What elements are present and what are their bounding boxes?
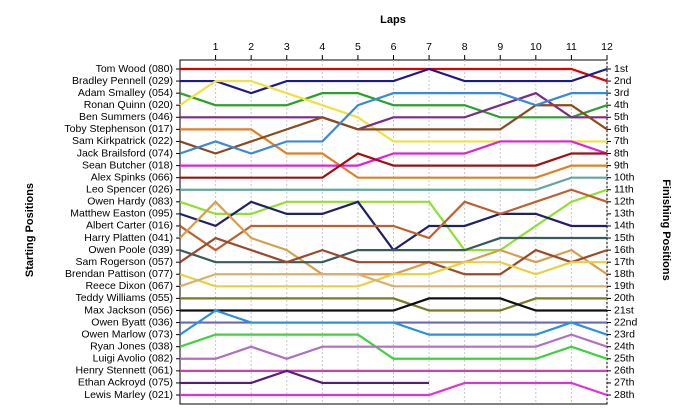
finish-position-label: 6th: [614, 123, 629, 135]
x-tick-label: 3: [284, 41, 290, 53]
driver-label: Toby Stephenson (017): [64, 123, 173, 135]
position-line: [179, 261, 607, 288]
x-axis-label: Laps: [380, 14, 406, 26]
position-line: [180, 140, 608, 167]
finish-position-label: 18th: [614, 268, 635, 280]
finish-position-label: 15th: [614, 232, 635, 244]
x-tick-label: 10: [530, 41, 542, 53]
finish-position-label: 8th: [614, 147, 629, 159]
driver-label: Teddy Williams (055): [76, 292, 173, 304]
x-tick-label: 2: [248, 41, 254, 53]
position-line: [179, 236, 608, 276]
driver-label: Albert Carter (016): [86, 220, 173, 232]
x-tick-label: 7: [426, 41, 432, 53]
driver-label: Owen Hardy (083): [87, 196, 173, 208]
finish-position-label: 13th: [614, 208, 635, 220]
driver-label: Sam Rogerson (057): [76, 256, 173, 268]
driver-label: Adam Smalley (054): [78, 87, 173, 99]
driver-label: Brendan Pattison (077): [65, 268, 173, 280]
position-line: [180, 128, 607, 179]
finish-position-label: 16th: [614, 244, 635, 256]
position-line: [180, 381, 608, 397]
finish-position-label: 12th: [614, 196, 635, 208]
x-tick-label: 1: [213, 41, 219, 53]
driver-label: Owen Poole (039): [88, 244, 173, 256]
x-tick-label: 12: [601, 41, 613, 53]
position-line: [179, 188, 608, 252]
finish-position-label: 14th: [614, 220, 635, 232]
position-line: [179, 236, 607, 264]
driver-label: Bradley Pennell (029): [72, 75, 173, 87]
driver-label: Ethan Ackroyd (075): [78, 377, 173, 389]
finish-position-label: 23rd: [614, 328, 635, 340]
position-line: [180, 176, 607, 191]
driver-label: Sean Butcher (018): [82, 159, 173, 171]
driver-label: Tom Wood (080): [96, 63, 173, 75]
driver-label: Henry Stennett (061): [76, 365, 173, 377]
driver-label: Ronan Quinn (020): [84, 99, 173, 111]
finish-position-label: 7th: [614, 135, 629, 147]
position-line: [179, 333, 608, 360]
position-line: [179, 188, 608, 252]
finish-position-label: 4th: [614, 99, 629, 111]
finish-position-label: 17th: [614, 256, 635, 268]
x-tick-label: 11: [566, 41, 577, 53]
position-line: [179, 92, 607, 155]
y-axis-label: Starting Positions: [24, 183, 36, 277]
position-line: [180, 152, 607, 179]
x-tick-label: 8: [462, 41, 468, 53]
driver-label: Owen Marlow (073): [81, 328, 173, 340]
driver-label: Owen Byatt (036): [91, 316, 173, 328]
finish-position-label: 20th: [614, 292, 635, 304]
driver-label: Reece Dixon (067): [85, 280, 173, 292]
position-line: [180, 297, 607, 312]
position-line: [180, 369, 430, 385]
driver-label: Ryan Jones (038): [90, 340, 173, 352]
finish-position-label: 22nd: [614, 316, 638, 328]
finish-position-label: 9th: [614, 159, 629, 171]
driver-label: Sam Kirkpatrick (022): [72, 135, 173, 147]
x-tick-label: 5: [355, 41, 361, 53]
finish-position-label: 2nd: [614, 75, 632, 87]
driver-label: Luigi Avolio (082): [93, 353, 173, 365]
finish-position-label: 28th: [614, 389, 635, 401]
driver-label: Lewis Marley (021): [84, 389, 173, 401]
x-tick-label: 6: [391, 41, 397, 53]
position-line: [180, 333, 608, 360]
driver-label: Jack Brailsford (074): [77, 147, 173, 159]
finish-position-label: 19th: [614, 280, 635, 292]
finish-position-label: 27th: [614, 377, 635, 389]
finish-position-label: 21st: [614, 304, 634, 316]
position-line: [180, 67, 608, 95]
finish-position-label: 25th: [614, 353, 635, 365]
finish-position-label: 1st: [614, 63, 628, 75]
driver-label: Ben Summers (046): [79, 111, 173, 123]
position-line: [180, 67, 608, 83]
finish-position-label: 5th: [614, 111, 629, 123]
finish-position-label: 3rd: [614, 87, 629, 99]
finish-position-label: 11th: [614, 184, 634, 196]
position-line: [179, 309, 608, 336]
driver-label: Leo Spencer (026): [86, 184, 173, 196]
y2-axis-label: Finishing Positions: [660, 179, 672, 280]
finish-position-label: 24th: [614, 340, 635, 352]
driver-label: Matthew Easton (095): [70, 208, 173, 220]
position-line: [179, 273, 607, 288]
x-tick-label: 9: [497, 41, 503, 53]
x-tick-label: 4: [319, 41, 325, 53]
position-line: [180, 91, 607, 131]
position-line: [179, 92, 608, 119]
finish-position-label: 10th: [614, 171, 635, 183]
driver-label: Harry Platten (041): [84, 232, 173, 244]
driver-label: Max Jackson (056): [84, 304, 173, 316]
finish-position-label: 26th: [614, 365, 635, 377]
driver-label: Alex Spinks (066): [91, 171, 173, 183]
position-line: [180, 297, 607, 312]
